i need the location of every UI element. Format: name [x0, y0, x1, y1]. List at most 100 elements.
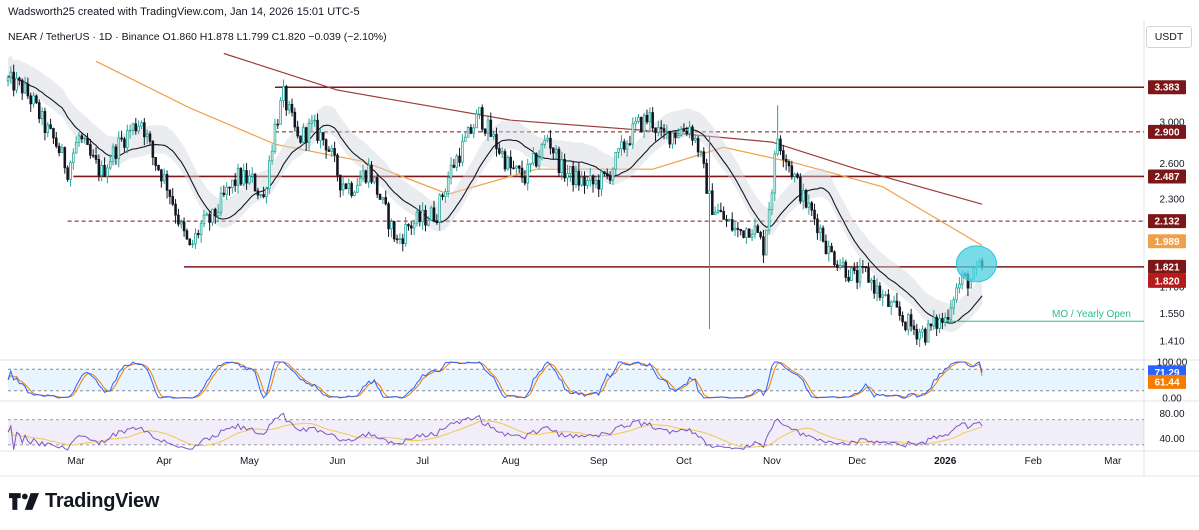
candle — [480, 104, 484, 133]
candle — [483, 128, 487, 137]
rsi-ma-line — [7, 420, 983, 448]
candle-body — [151, 140, 155, 158]
candle — [503, 148, 507, 172]
price-label: 1.989 — [1148, 234, 1186, 249]
candle-body — [20, 79, 24, 94]
candle — [750, 229, 754, 242]
tradingview-branding[interactable]: TradingView — [9, 490, 159, 512]
candle — [617, 147, 620, 159]
candle-body — [594, 179, 598, 185]
candle — [398, 233, 402, 245]
candle — [719, 202, 723, 213]
candle-body — [583, 176, 586, 186]
candle — [108, 154, 112, 171]
candle — [378, 193, 382, 200]
candle — [889, 300, 893, 316]
candle-body — [853, 267, 856, 271]
candle — [125, 124, 129, 154]
candle-body — [495, 134, 498, 150]
candle-body — [523, 176, 527, 184]
candle-body — [637, 116, 640, 122]
candle-body — [131, 123, 135, 131]
candle-body — [256, 190, 260, 196]
candle-body — [128, 129, 132, 132]
rsi-line — [7, 412, 983, 451]
candle — [265, 186, 268, 204]
candle-body — [625, 143, 629, 150]
candle-body — [219, 192, 223, 213]
candle-body — [378, 193, 382, 200]
candle — [628, 135, 632, 147]
candle-body — [438, 194, 441, 223]
candle-body — [347, 183, 351, 190]
candle-body — [239, 167, 243, 185]
candle-body — [46, 124, 50, 133]
stoch-value-label: 71.29 — [1154, 368, 1179, 379]
candle — [168, 189, 172, 205]
stoch-tick-label: 100.00 — [1157, 358, 1188, 369]
candle-body — [321, 132, 325, 141]
candle — [858, 258, 862, 288]
candle-body — [676, 135, 680, 138]
candle — [111, 143, 115, 166]
candle — [287, 100, 291, 115]
candle-body — [253, 173, 257, 192]
rsi-tick-label: 40.00 — [1159, 434, 1184, 445]
candle — [160, 168, 163, 188]
candle — [304, 126, 308, 152]
candle-body — [580, 176, 583, 186]
candle-body — [336, 154, 339, 176]
candle-body — [137, 125, 140, 132]
candle-body — [250, 173, 254, 177]
candle-body — [682, 129, 686, 132]
candle — [543, 135, 547, 149]
candle — [429, 205, 433, 221]
candle-body — [282, 86, 285, 101]
candle-body — [231, 179, 234, 189]
candle-body — [245, 170, 248, 184]
price-label-text: 3.383 — [1154, 83, 1179, 94]
candle-body — [412, 222, 416, 229]
candle-body — [392, 221, 396, 240]
candle-body — [924, 328, 927, 343]
candle — [549, 130, 552, 155]
candle — [810, 200, 814, 216]
candle-body — [94, 155, 98, 160]
candle — [722, 206, 725, 220]
candle-body — [938, 318, 941, 329]
candle — [273, 118, 277, 155]
candle-body — [719, 209, 723, 212]
candle-body — [49, 124, 52, 129]
candle-body — [148, 133, 152, 142]
candle — [154, 157, 157, 171]
candle-body — [154, 157, 157, 166]
candle-body — [742, 230, 745, 238]
candle-body — [480, 107, 484, 130]
currency-label[interactable]: USDT — [1146, 26, 1192, 48]
candle-body — [887, 294, 890, 307]
candle — [106, 164, 109, 184]
symbol-legend[interactable]: NEAR / TetherUS · 1D · Binance O1.860 H1… — [8, 31, 387, 43]
candle — [537, 150, 541, 170]
candle — [557, 146, 561, 177]
candle — [412, 219, 416, 236]
candle-body — [608, 175, 612, 181]
candle-body — [645, 114, 649, 123]
candle — [657, 120, 660, 137]
candle-body — [171, 196, 175, 205]
candle — [353, 190, 356, 197]
candle — [921, 325, 924, 338]
stoch-tick-label: 0.00 — [1162, 394, 1182, 405]
candle — [421, 202, 424, 230]
candle — [640, 116, 643, 133]
price-tick-label: 2.300 — [1159, 195, 1184, 206]
candle-body — [202, 214, 206, 225]
candle-body — [466, 127, 470, 138]
candle-body — [57, 145, 61, 154]
candle-body — [196, 233, 200, 236]
candle — [952, 296, 956, 315]
candle-body — [770, 192, 774, 211]
candle — [759, 230, 762, 240]
candle-body — [892, 300, 896, 303]
